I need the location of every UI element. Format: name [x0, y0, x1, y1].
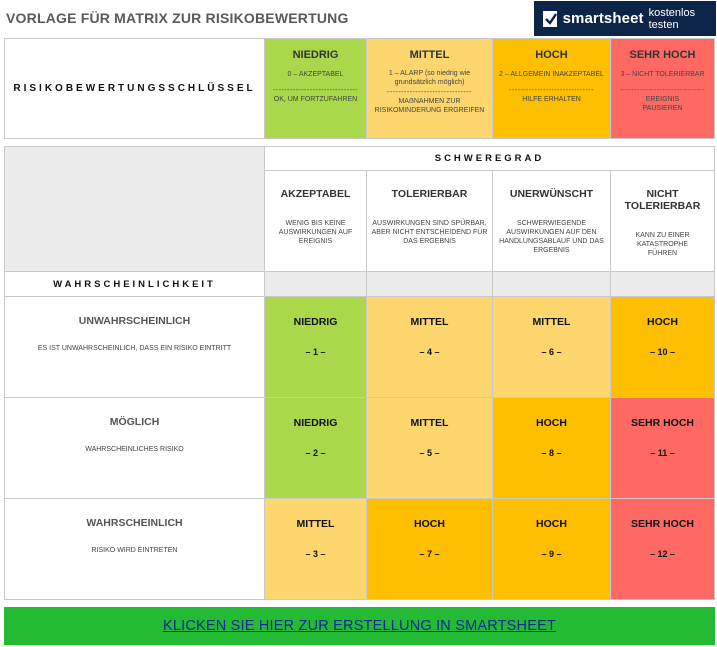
key-level-action: HILFE ERHALTEN — [522, 96, 581, 103]
matrix-cell-level: HOCH — [536, 417, 567, 429]
matrix-cell-level: MITTEL — [410, 417, 449, 429]
grey-spacer-cell — [367, 272, 493, 297]
matrix-cell: MITTEL – 4 – — [367, 297, 493, 398]
smartsheet-check-icon — [543, 10, 557, 27]
severity-desc: SCHWERWIEGENDE AUSWIRKUNGEN AUF DEN HAND… — [499, 220, 604, 254]
probability-desc: ES IST UNWAHRSCHEINLICH, DASS EIN RISIKO… — [37, 345, 232, 352]
severity-desc: AUSWIRKUNGEN SIND SPÜRBAR, ABER NICHT EN… — [371, 220, 488, 245]
matrix-cell-level: MITTEL — [296, 518, 335, 530]
severity-label: UNERWÜNSCHT — [509, 188, 594, 200]
severity-header-unerwuenscht: UNERWÜNSCHT SCHWERWIEGENDE AUSWIRKUNGEN … — [493, 171, 611, 272]
probability-row-unwahrscheinlich: UNWAHRSCHEINLICH ES IST UNWAHRSCHEINLICH… — [4, 297, 265, 398]
matrix-corner-cell — [4, 146, 265, 272]
key-level-label: HOCH — [535, 49, 568, 61]
key-level-desc: 2 – ALLGEMEIN INAKZEPTABEL — [499, 71, 604, 78]
matrix-cell-level: SEHR HOCH — [630, 518, 694, 530]
key-level-label: SEHR HOCH — [629, 49, 696, 61]
matrix-cell: MITTEL – 3 – — [265, 499, 367, 600]
matrix-cell: SEHR HOCH – 12 – — [611, 499, 715, 600]
smartsheet-logo-button[interactable]: smartsheet kostenlos testen — [534, 1, 716, 36]
matrix-cell-level: NIEDRIG — [293, 417, 338, 429]
severity-desc: KANN ZU EINER KATASTROPHE FÜHREN — [635, 232, 690, 257]
matrix-cell-number: – 4 – — [419, 347, 440, 357]
matrix-cell-number: – 12 – — [649, 549, 676, 559]
matrix-cell-number: – 6 – — [541, 347, 562, 357]
severity-header-nicht-tolerierbar: NICHT TOLERIERBAR KANN ZU EINER KATASTRO… — [611, 171, 715, 272]
key-level-action: MAẞNAHMEN ZUR RISIKOMINDERUNG ERGREIFEN — [374, 98, 485, 114]
matrix-cell-level: NIEDRIG — [293, 316, 338, 328]
cta-link[interactable]: KLICKEN SIE HIER ZUR ERSTELLUNG IN SMART… — [162, 618, 557, 634]
probability-label: WAHRSCHEINLICH — [86, 517, 183, 529]
logo-cta-text: kostenlos testen — [648, 6, 696, 31]
key-level-action: EREIGNIS PAUSIEREN — [642, 96, 683, 112]
probability-title-cell: WAHRSCHEINLICHKEIT — [4, 272, 265, 297]
key-level-label: MITTEL — [409, 49, 450, 61]
matrix-cell-level: HOCH — [536, 518, 567, 530]
severity-label: AKZEPTABEL — [280, 188, 351, 200]
matrix-cell: MITTEL – 5 – — [367, 398, 493, 499]
risk-key-title-cell: RISIKOBEWERTUNGSSCHLÜSSEL — [4, 38, 265, 139]
matrix-cell-level: SEHR HOCH — [630, 417, 694, 429]
page-title: VORLAGE FÜR MATRIX ZUR RISIKOBEWERTUNG — [6, 10, 349, 26]
matrix-cell-number: – 9 – — [541, 549, 562, 559]
key-level-action: OK, UM FORTZUFAHREN — [273, 96, 358, 103]
matrix-cell: SEHR HOCH – 11 – — [611, 398, 715, 499]
logo-brand: smartsheet — [562, 10, 644, 27]
matrix-cell-level: MITTEL — [410, 316, 449, 328]
severity-header-akzeptabel: AKZEPTABEL WENIG BIS KEINE AUSWIRKUNGEN … — [265, 171, 367, 272]
matrix-cell-number: – 1 – — [305, 347, 326, 357]
matrix-cell-number: – 2 – — [305, 448, 326, 458]
matrix-cell-number: – 7 – — [419, 549, 440, 559]
probability-label: MÖGLICH — [109, 416, 160, 428]
key-level-desc: 0 – AKZEPTABEL — [287, 71, 344, 78]
key-separator: ------------------------------ — [620, 87, 705, 94]
key-level-desc: 1 – ALARP (so niedrig wie grundsätzlich … — [388, 70, 471, 86]
key-level-label: NIEDRIG — [292, 49, 339, 61]
matrix-cell: NIEDRIG – 2 – — [265, 398, 367, 499]
key-separator: ------------------------------ — [273, 87, 358, 94]
severity-desc: WENIG BIS KEINE AUSWIRKUNGEN AUF EREIGNI… — [278, 220, 353, 245]
key-cell-sehr-hoch: SEHR HOCH 3 – NICHT TOLERIERBAR --------… — [611, 38, 715, 139]
cta-banner[interactable]: KLICKEN SIE HIER ZUR ERSTELLUNG IN SMART… — [4, 607, 715, 645]
key-cell-mittel: MITTEL 1 – ALARP (so niedrig wie grundsä… — [367, 38, 493, 139]
matrix-cell-number: – 8 – — [541, 448, 562, 458]
severity-title-cell: SCHWEREGRAD — [265, 146, 715, 171]
probability-title: WAHRSCHEINLICHKEIT — [53, 278, 216, 290]
matrix-cell: HOCH – 10 – — [611, 297, 715, 398]
matrix-cell-number: – 5 – — [419, 448, 440, 458]
probability-desc: RISIKO WIRD EINTRETEN — [91, 547, 178, 554]
key-separator: ------------------------------ — [387, 89, 472, 96]
risk-key-title: RISIKOBEWERTUNGSSCHLÜSSEL — [13, 83, 256, 94]
matrix-cell-number: – 10 – — [649, 347, 676, 357]
grey-spacer-cell — [493, 272, 611, 297]
matrix-cell-level: HOCH — [647, 316, 678, 328]
severity-title: SCHWEREGRAD — [434, 153, 545, 164]
probability-row-wahrscheinlich: WAHRSCHEINLICH RISIKO WIRD EINTRETEN — [4, 499, 265, 600]
matrix-cell-level: MITTEL — [532, 316, 571, 328]
key-separator: ------------------------------ — [509, 87, 594, 94]
probability-label: UNWAHRSCHEINLICH — [78, 315, 191, 327]
grey-spacer-cell — [265, 272, 367, 297]
matrix-cell: NIEDRIG – 1 – — [265, 297, 367, 398]
key-cell-niedrig: NIEDRIG 0 – AKZEPTABEL -----------------… — [265, 38, 367, 139]
matrix-cell-level: HOCH — [414, 518, 445, 530]
matrix-cell: HOCH – 7 – — [367, 499, 493, 600]
grey-spacer-cell — [611, 272, 715, 297]
probability-row-moeglich: MÖGLICH WAHRSCHEINLICHES RISIKO — [4, 398, 265, 499]
severity-label: NICHT TOLERIERBAR — [624, 188, 701, 212]
probability-desc: WAHRSCHEINLICHES RISIKO — [85, 446, 184, 453]
matrix-cell: HOCH – 9 – — [493, 499, 611, 600]
key-cell-hoch: HOCH 2 – ALLGEMEIN INAKZEPTABEL --------… — [493, 38, 611, 139]
severity-label: TOLERIERBAR — [391, 188, 468, 200]
matrix-cell-number: – 3 – — [305, 549, 326, 559]
key-level-desc: 3 – NICHT TOLERIERBAR — [620, 71, 705, 78]
severity-header-tolerierbar: TOLERIERBAR AUSWIRKUNGEN SIND SPÜRBAR, A… — [367, 171, 493, 272]
matrix-cell: HOCH – 8 – — [493, 398, 611, 499]
matrix-cell: MITTEL – 6 – — [493, 297, 611, 398]
matrix-cell-number: – 11 – — [650, 448, 675, 458]
